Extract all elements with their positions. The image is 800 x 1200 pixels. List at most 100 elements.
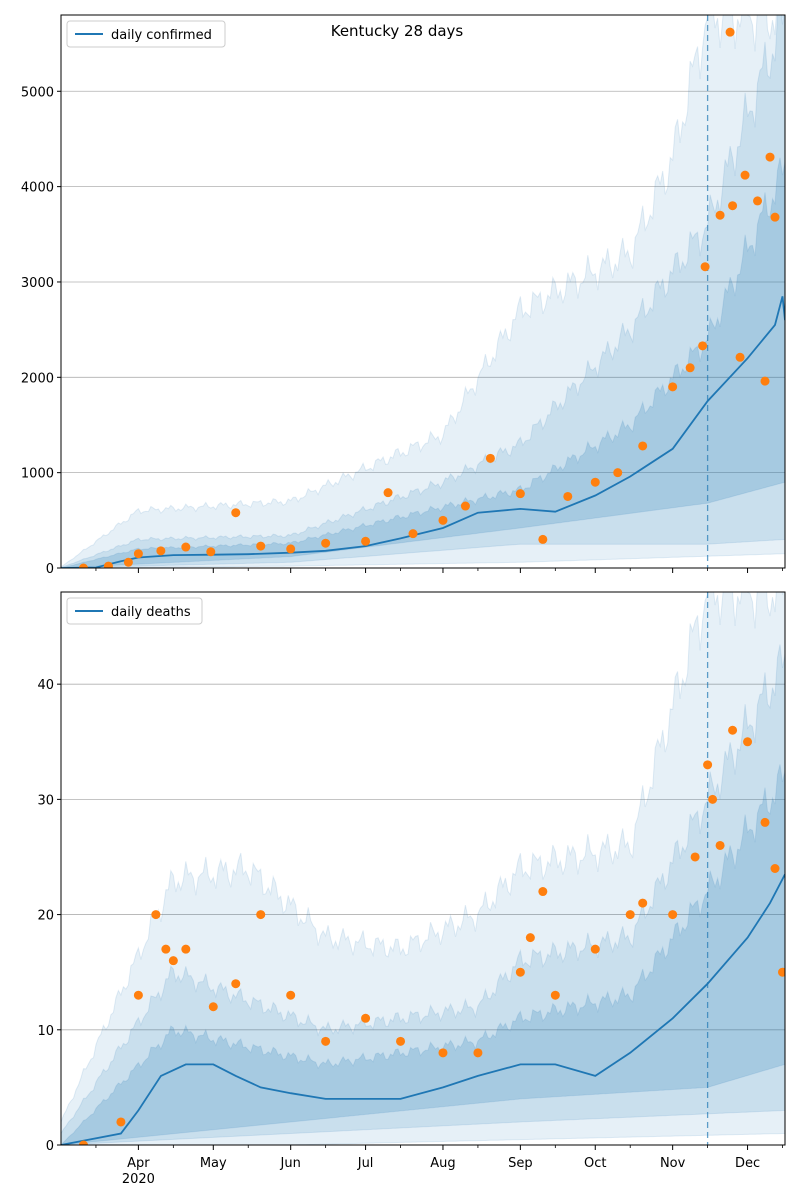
band-middle: [61, 644, 785, 1145]
data-point: [735, 352, 745, 362]
data-point: [625, 910, 635, 920]
y-tick-label: 5000: [21, 85, 54, 100]
y-tick-label: 1000: [21, 467, 54, 482]
data-point: [515, 489, 525, 499]
data-point: [168, 956, 178, 966]
data-point: [765, 152, 775, 162]
data-point: [668, 910, 678, 920]
data-point: [78, 563, 88, 568]
data-point: [638, 898, 648, 908]
data-point: [700, 262, 710, 272]
data-point: [206, 547, 216, 557]
data-point: [613, 468, 623, 478]
data-point: [715, 210, 725, 220]
x-tick-label: Aug: [430, 1156, 455, 1171]
y-tick-label: 30: [37, 793, 54, 808]
data-point: [181, 944, 191, 954]
data-point: [753, 196, 763, 206]
plot-area: [61, 592, 785, 1145]
x-year-label: 2020: [122, 1172, 155, 1187]
panel-daily-deaths: 0 10 20 30 40 Apr May Jun Jul Aug Sep Oct Nov Dec 2020…: [37, 591, 786, 1187]
data-point: [760, 376, 770, 386]
band-outer: [61, 15, 785, 568]
data-point: [590, 477, 600, 487]
data-point: [286, 990, 296, 1000]
axes-frame: [60, 14, 786, 569]
x-tick-label: Apr: [127, 1156, 150, 1171]
data-point: [321, 538, 331, 548]
data-point: [361, 1013, 371, 1023]
data-point: [708, 794, 718, 804]
x-tick-label: Dec: [735, 1156, 760, 1171]
data-point: [321, 1036, 331, 1046]
data-point: [133, 990, 143, 1000]
data-point: [515, 967, 525, 977]
plot-area: [61, 15, 785, 568]
y-tick-label: 10: [37, 1024, 54, 1039]
legend-daily-confirmed: daily confirmed: [66, 20, 226, 48]
x-tick-label: May: [200, 1156, 227, 1171]
series-line: [61, 296, 785, 568]
data-point: [383, 488, 393, 498]
legend-daily-deaths: daily deaths: [66, 597, 203, 625]
panel-daily-confirmed: 0 1000 2000 3000 4000 5000 Kentucky 28 days d…: [21, 14, 786, 577]
data-point: [550, 990, 560, 1000]
data-point: [638, 441, 648, 451]
data-point: [725, 27, 735, 37]
data-point: [473, 1048, 483, 1058]
data-point: [698, 341, 708, 351]
x-tick-label: Jun: [280, 1156, 301, 1171]
data-point: [770, 212, 780, 222]
data-point: [760, 817, 770, 827]
data-point: [408, 529, 418, 539]
data-point: [208, 1002, 218, 1012]
data-point: [743, 737, 753, 747]
axes-frame: [60, 591, 786, 1146]
band-middle: [61, 15, 785, 568]
data-point: [286, 544, 296, 554]
y-tick-label: 2000: [21, 371, 54, 386]
data-point: [231, 508, 241, 518]
data-point: [156, 546, 166, 556]
data-point: [78, 1140, 88, 1145]
y-tick-label: 0: [46, 1139, 54, 1154]
data-point: [133, 549, 143, 559]
data-point: [116, 1117, 126, 1127]
data-point: [690, 852, 700, 862]
data-point: [438, 515, 448, 525]
data-point: [563, 491, 573, 501]
data-point: [256, 541, 266, 551]
legend-frame: [66, 597, 203, 625]
data-point: [685, 363, 695, 373]
y-tick-label: 40: [37, 678, 54, 693]
x-tick-label: Nov: [660, 1156, 686, 1171]
legend-label-daily-confirmed: daily confirmed: [111, 28, 212, 43]
x-tick-label: Sep: [508, 1156, 533, 1171]
legend-frame: [66, 20, 226, 48]
data-point: [538, 887, 548, 897]
data-point: [728, 201, 738, 211]
data-point: [123, 557, 133, 567]
data-point: [485, 453, 495, 463]
data-point: [396, 1036, 406, 1046]
y-tick-label: 20: [37, 909, 54, 924]
series-line: [61, 873, 785, 1145]
data-point: [740, 170, 750, 180]
data-point: [161, 944, 171, 954]
y-tick-label: 0: [46, 562, 54, 577]
data-point: [438, 1048, 448, 1058]
data-point: [525, 933, 535, 943]
data-point: [103, 561, 113, 568]
data-point: [778, 967, 785, 977]
x-tick-label: Jul: [357, 1156, 374, 1171]
data-point: [590, 944, 600, 954]
data-point: [770, 864, 780, 873]
data-point: [460, 501, 470, 511]
data-point: [538, 534, 548, 544]
legend-label-daily-deaths: daily deaths: [111, 605, 191, 620]
band-inner: [61, 764, 785, 1145]
chart-title: Kentucky 28 days: [331, 22, 464, 40]
data-point: [256, 910, 266, 920]
x-tick-label: Oct: [584, 1156, 606, 1171]
